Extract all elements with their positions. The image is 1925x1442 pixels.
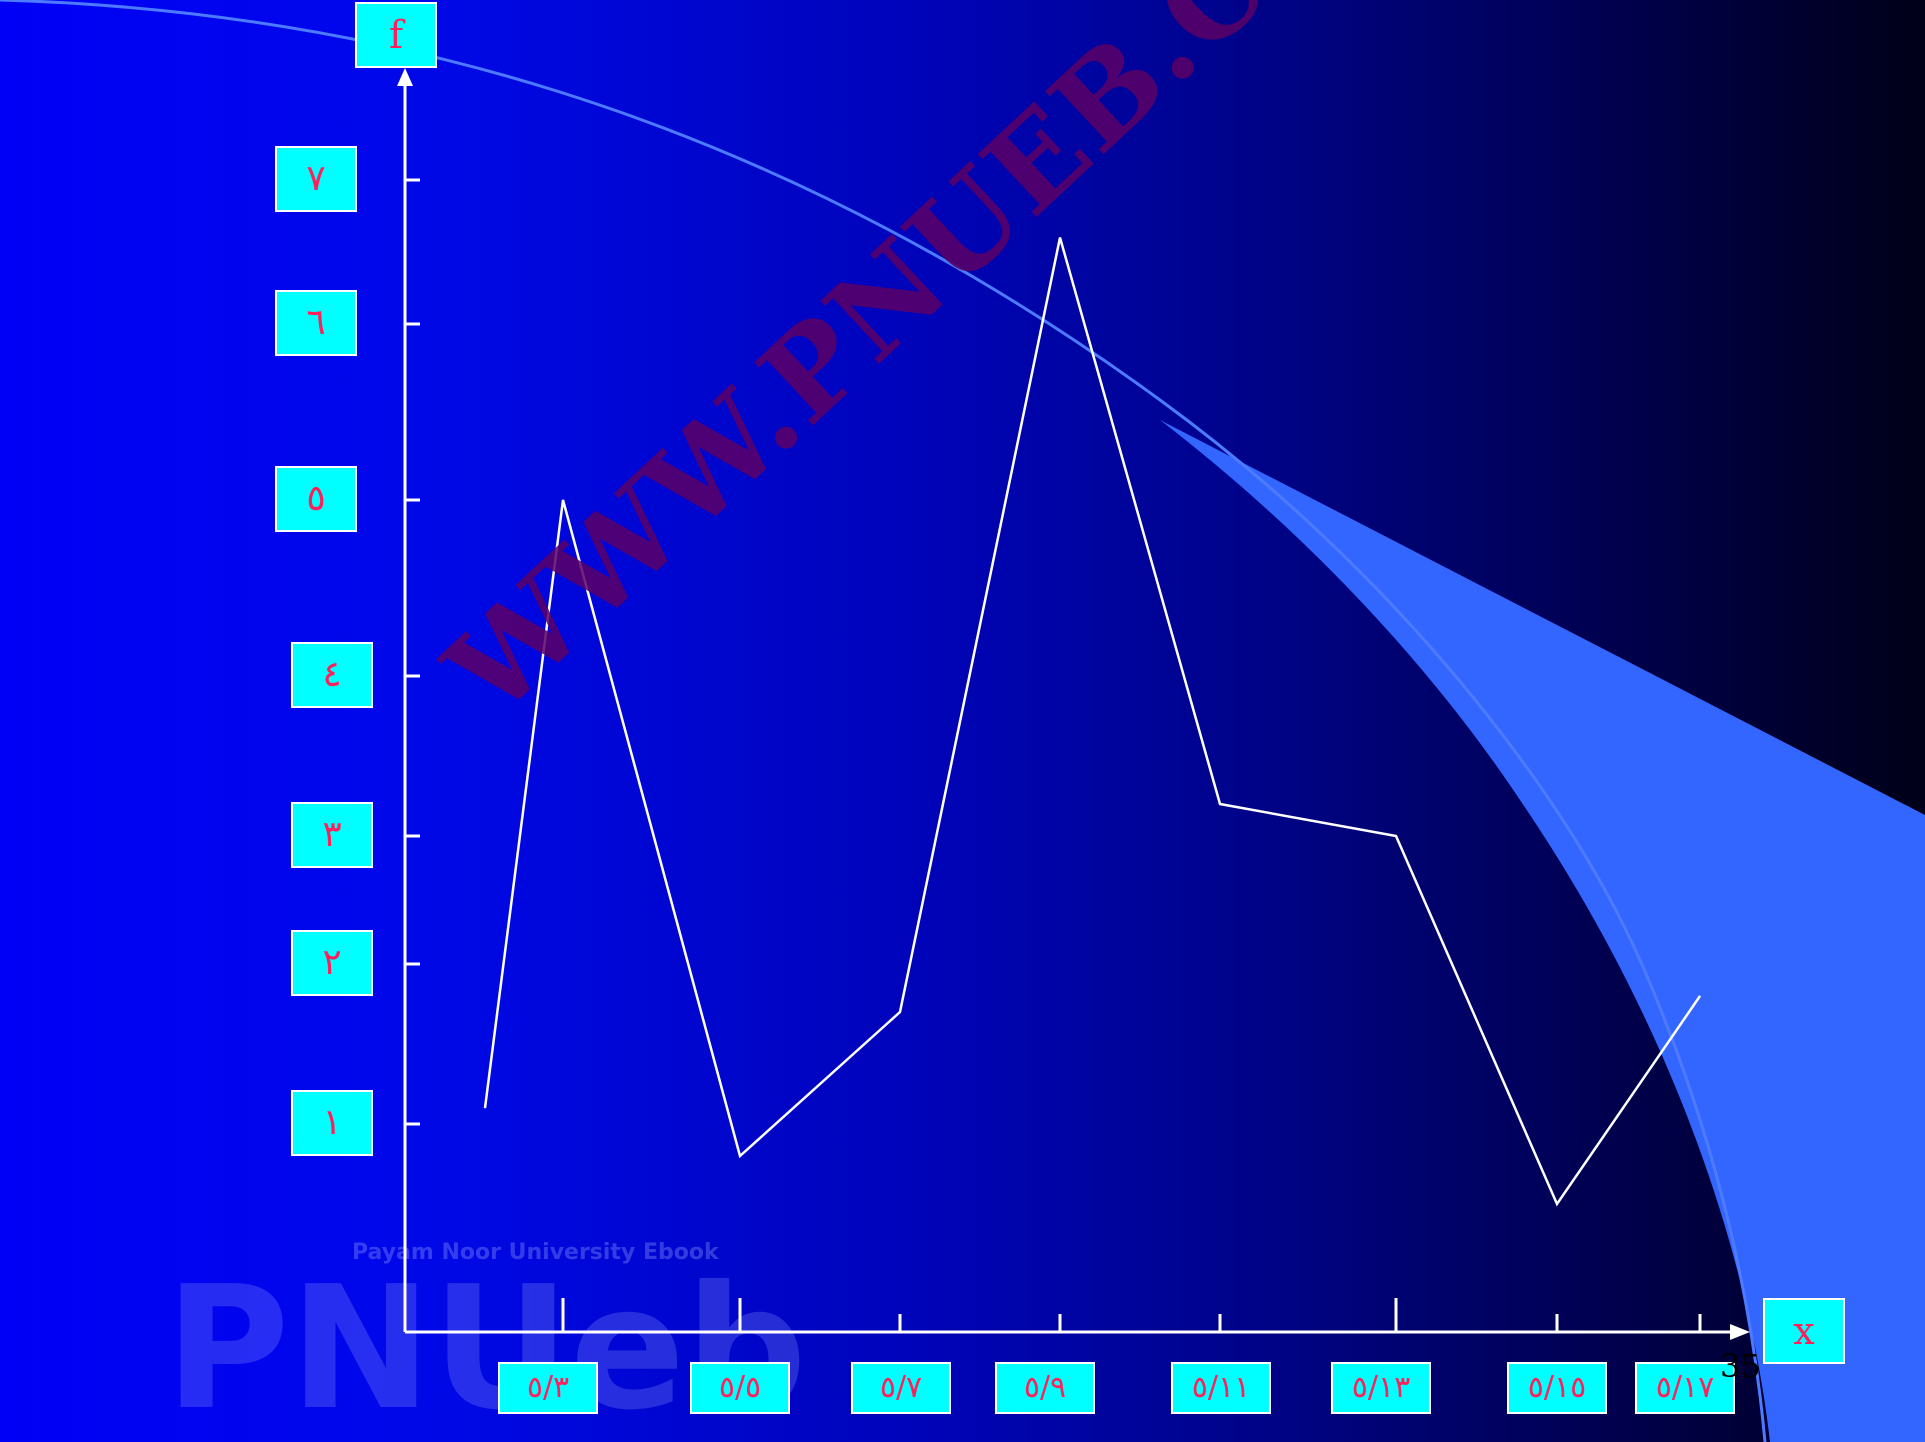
- series-line: [483, 237, 1702, 1207]
- x-tick-label: ٥/١١: [1171, 1362, 1271, 1414]
- y-tick-label: ٦: [275, 290, 357, 356]
- y-tick-label: ٧: [275, 146, 357, 212]
- chart-axes: [397, 68, 1750, 1340]
- x-tick-label: ٥/٩: [995, 1362, 1095, 1414]
- y-tick-label: ٤: [291, 642, 373, 708]
- y-tick-label: ١: [291, 1090, 373, 1156]
- x-axis-arrow: [1730, 1324, 1750, 1340]
- x-tick-label: ٥/١٧: [1635, 1362, 1735, 1414]
- data-point: [1556, 1203, 1558, 1205]
- logo-caption: Payam Noor University Ebook: [352, 1240, 719, 1265]
- x-tick-label: ٥/٣: [498, 1362, 598, 1414]
- data-point: [1059, 237, 1061, 239]
- data-point: [1219, 803, 1221, 805]
- data-point: [562, 499, 564, 501]
- y-axis-arrow: [397, 68, 413, 86]
- chart-series: [483, 237, 1702, 1207]
- data-point: [739, 1155, 741, 1157]
- x-tick-label: ٥/٧: [851, 1362, 951, 1414]
- y-tick-label: ٢: [291, 930, 373, 996]
- arc-curve: [0, 0, 1767, 1442]
- data-point: [1699, 995, 1701, 997]
- y-tick-label: ٥: [275, 466, 357, 532]
- data-point: [484, 1107, 486, 1109]
- x-tick-label: ٥/١٥: [1507, 1362, 1607, 1414]
- y-tick-label: ٣: [291, 802, 373, 868]
- chart-ticks: [405, 178, 1702, 1332]
- x-axis-title: x: [1763, 1298, 1845, 1364]
- x-tick-label: ٥/١٣: [1331, 1362, 1431, 1414]
- accent-band: [1160, 420, 1925, 1442]
- data-point: [899, 1011, 901, 1013]
- y-axis-title: f: [355, 2, 437, 68]
- data-point: [1395, 835, 1397, 837]
- x-tick-label: ٥/٥: [690, 1362, 790, 1414]
- slide-number: 35: [1720, 1347, 1761, 1385]
